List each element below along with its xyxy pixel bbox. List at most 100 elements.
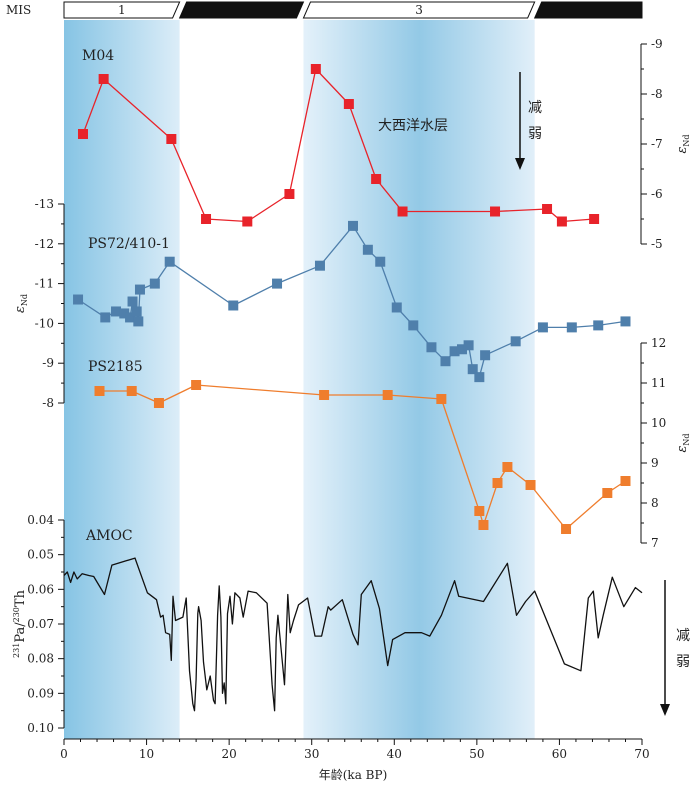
data-point [408,320,419,331]
data-point [284,189,295,199]
y-tick-label: 0.04 [27,513,54,527]
series-label: PS72/410-1 [88,236,170,252]
background-shading [64,20,535,739]
data-point [382,390,393,400]
y-tick-label: -10 [35,316,54,330]
data-point [166,134,177,144]
data-point [371,174,382,184]
x-tick-label: 40 [387,747,402,761]
data-point [620,316,631,327]
y-tick-label: -9 [651,37,663,51]
labels: 大西洋水层 减 弱 减 弱 M04 PS72/410-1 PS2185 AMOC [82,48,690,716]
atlantic-layer-annotation: 大西洋水层 [378,118,448,134]
series-m04 [77,64,600,227]
y-tick-label: -6 [651,187,663,201]
data-point [131,306,142,317]
series-ps72-410-1 [73,220,631,383]
x-tick-label: 60 [552,747,567,761]
data-point [436,394,447,404]
y-tick-label: 0.08 [27,652,54,666]
data-point [426,342,437,353]
data-point [319,390,330,400]
mis-bar: MIS 1 3 [6,1,643,19]
weaken-annotation-bottom-1: 减 [676,628,690,644]
mis-stage-2 [178,1,305,19]
mis-label: MIS [6,3,31,17]
data-point [467,364,478,375]
y-axis-label: εNd [675,433,691,452]
data-point [593,320,604,331]
data-point [127,296,138,307]
data-point [73,294,84,305]
y-tick-label: -8 [42,396,54,410]
data-point [561,524,572,534]
shaded-interval-1 [64,20,180,739]
data-point [440,356,451,367]
data-point [119,308,130,319]
data-point [478,520,489,530]
series-ps2185 [94,380,631,534]
data-point [133,316,144,327]
mis-stage-4 [533,1,643,19]
data-point [474,506,485,516]
axes: 0 10 20 30 40 50 60 70 年龄(ka BP) -9 -8 -7 -6 -5 εNd -13… [12,37,691,782]
weaken-annotation-top-1: 减 [528,100,542,116]
data-point [77,129,88,139]
down-arrow-bottom-head [660,704,670,716]
data-point [375,256,386,267]
data-point [490,206,501,217]
data-point [589,214,600,224]
x-tick-label: 10 [139,747,154,761]
y-tick-label: -9 [42,356,54,370]
y-tick-label: 0.05 [27,548,54,562]
data-point [456,344,467,355]
data-point [566,322,577,333]
data-point [242,216,253,227]
y-tick-label: 0.09 [27,686,54,700]
down-arrow-top-head [515,158,525,170]
x-tick-label: 70 [634,747,649,761]
data-point [397,206,408,217]
data-point [272,278,283,289]
data-point [502,462,513,472]
mis-stage-label: 3 [415,3,423,17]
data-point [228,300,239,311]
x-axis-label: 年龄(ka BP) [319,768,388,782]
y-tick-label: 0.06 [27,582,54,596]
y-tick-label: -8 [651,87,663,101]
data-point [525,480,536,490]
series [63,64,643,712]
x-tick-label: 0 [60,747,68,761]
y-tick-label: 0.07 [27,617,54,631]
data-point [343,99,354,109]
data-point [100,312,111,323]
y-tick-label: 10 [651,416,666,430]
data-point [98,74,109,84]
y-tick-label: -5 [651,237,663,251]
y-tick-label: 8 [651,496,659,510]
data-point [620,476,631,486]
y-tick-label: 0.10 [27,721,54,735]
data-point [480,350,491,361]
mis-stage-1 [63,1,181,19]
series-line [82,68,595,223]
shaded-interval-2 [303,20,535,739]
data-point [449,346,460,357]
y-tick-label: 11 [651,376,666,390]
data-point [191,380,202,390]
y-tick-label: -12 [35,237,54,251]
data-point [463,340,474,351]
data-point [149,278,160,289]
data-point [510,336,521,347]
data-point [153,398,164,408]
y-axis-label: 231Pa/230Th [12,589,28,658]
data-point [314,260,325,271]
data-point [492,478,503,488]
y-tick-label: 12 [651,336,666,350]
data-point [474,372,485,383]
data-point [602,488,613,498]
y-tick-label: -13 [35,197,54,211]
weaken-annotation-top-2: 弱 [528,126,542,142]
data-point [94,386,105,396]
data-point [556,216,567,227]
